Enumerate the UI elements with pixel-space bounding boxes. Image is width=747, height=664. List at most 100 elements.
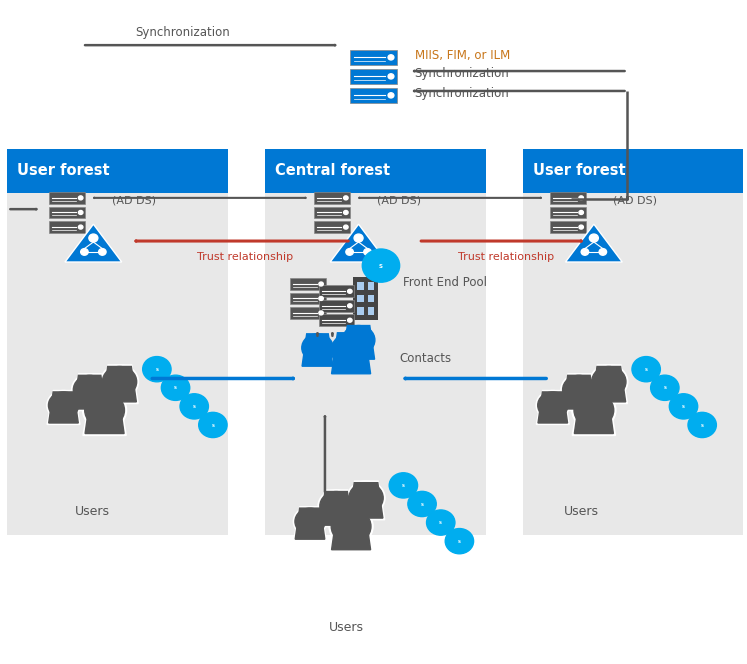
Text: Contacts: Contacts [400,352,452,365]
Text: (AD DS): (AD DS) [613,195,657,206]
Circle shape [579,196,583,200]
Polygon shape [563,375,595,409]
Circle shape [346,248,353,255]
Circle shape [302,334,333,362]
Circle shape [349,483,383,513]
Circle shape [592,367,626,397]
Text: Synchronization: Synchronization [415,87,509,100]
Circle shape [319,282,323,286]
Polygon shape [329,507,373,552]
Polygon shape [592,367,626,402]
Text: (AD DS): (AD DS) [112,195,156,206]
Circle shape [389,473,418,498]
Polygon shape [536,390,569,424]
Polygon shape [349,483,383,518]
FancyBboxPatch shape [290,278,326,290]
Text: Front End Pool: Front End Pool [403,276,487,289]
Text: Users: Users [329,621,364,634]
Text: S: S [174,386,177,390]
Circle shape [562,375,595,404]
FancyBboxPatch shape [49,221,85,233]
Polygon shape [102,367,137,402]
Circle shape [354,234,363,242]
Circle shape [78,210,83,214]
FancyBboxPatch shape [7,149,228,535]
Circle shape [590,365,627,398]
FancyBboxPatch shape [368,307,374,315]
Circle shape [581,248,589,255]
Polygon shape [347,481,385,520]
Circle shape [579,210,583,214]
Polygon shape [72,374,108,410]
Circle shape [347,481,385,515]
FancyBboxPatch shape [368,295,374,302]
FancyBboxPatch shape [357,307,364,315]
Circle shape [651,375,679,400]
Circle shape [589,234,598,242]
Text: S: S [682,405,685,409]
Polygon shape [538,392,568,423]
Circle shape [561,374,597,406]
Polygon shape [83,390,126,436]
FancyBboxPatch shape [357,295,364,302]
Text: (AD DS): (AD DS) [377,195,421,206]
FancyBboxPatch shape [290,293,326,304]
Polygon shape [294,507,326,540]
Text: S: S [439,521,442,525]
Circle shape [49,392,78,419]
Text: User forest: User forest [533,163,625,179]
FancyBboxPatch shape [319,314,354,326]
Circle shape [84,392,125,428]
Text: S: S [211,424,214,428]
Circle shape [408,491,436,517]
Text: S: S [701,424,704,428]
Circle shape [78,225,83,229]
Circle shape [445,529,474,554]
Circle shape [331,509,371,544]
Circle shape [536,390,569,420]
Circle shape [320,491,353,521]
Text: S: S [379,264,383,269]
Circle shape [364,248,371,255]
Circle shape [319,297,323,300]
FancyBboxPatch shape [550,221,586,233]
FancyBboxPatch shape [350,88,397,103]
Text: S: S [663,386,666,390]
Circle shape [388,74,394,79]
Circle shape [388,93,394,98]
FancyBboxPatch shape [550,207,586,218]
Circle shape [101,365,138,398]
FancyBboxPatch shape [265,149,486,535]
Circle shape [99,248,106,255]
Circle shape [180,394,208,419]
Circle shape [78,196,83,200]
Circle shape [632,357,660,382]
Circle shape [294,507,326,537]
Text: Central forest: Central forest [275,163,390,179]
Polygon shape [65,224,122,262]
Circle shape [574,392,614,428]
Circle shape [83,390,126,430]
FancyBboxPatch shape [523,149,743,535]
Text: S: S [458,540,461,544]
FancyBboxPatch shape [319,300,354,311]
Polygon shape [101,365,138,404]
Circle shape [599,248,607,255]
Circle shape [161,375,190,400]
FancyBboxPatch shape [314,221,350,233]
Text: Users: Users [75,505,110,518]
Circle shape [72,374,108,406]
Circle shape [344,225,348,229]
Circle shape [427,510,455,535]
Polygon shape [49,392,78,423]
Polygon shape [561,374,597,410]
FancyBboxPatch shape [357,282,364,290]
FancyBboxPatch shape [7,149,228,193]
FancyBboxPatch shape [368,282,374,290]
Polygon shape [85,392,124,434]
FancyBboxPatch shape [550,192,586,204]
Text: S: S [193,405,196,409]
FancyBboxPatch shape [353,276,377,320]
Polygon shape [590,365,627,404]
Polygon shape [295,508,325,539]
